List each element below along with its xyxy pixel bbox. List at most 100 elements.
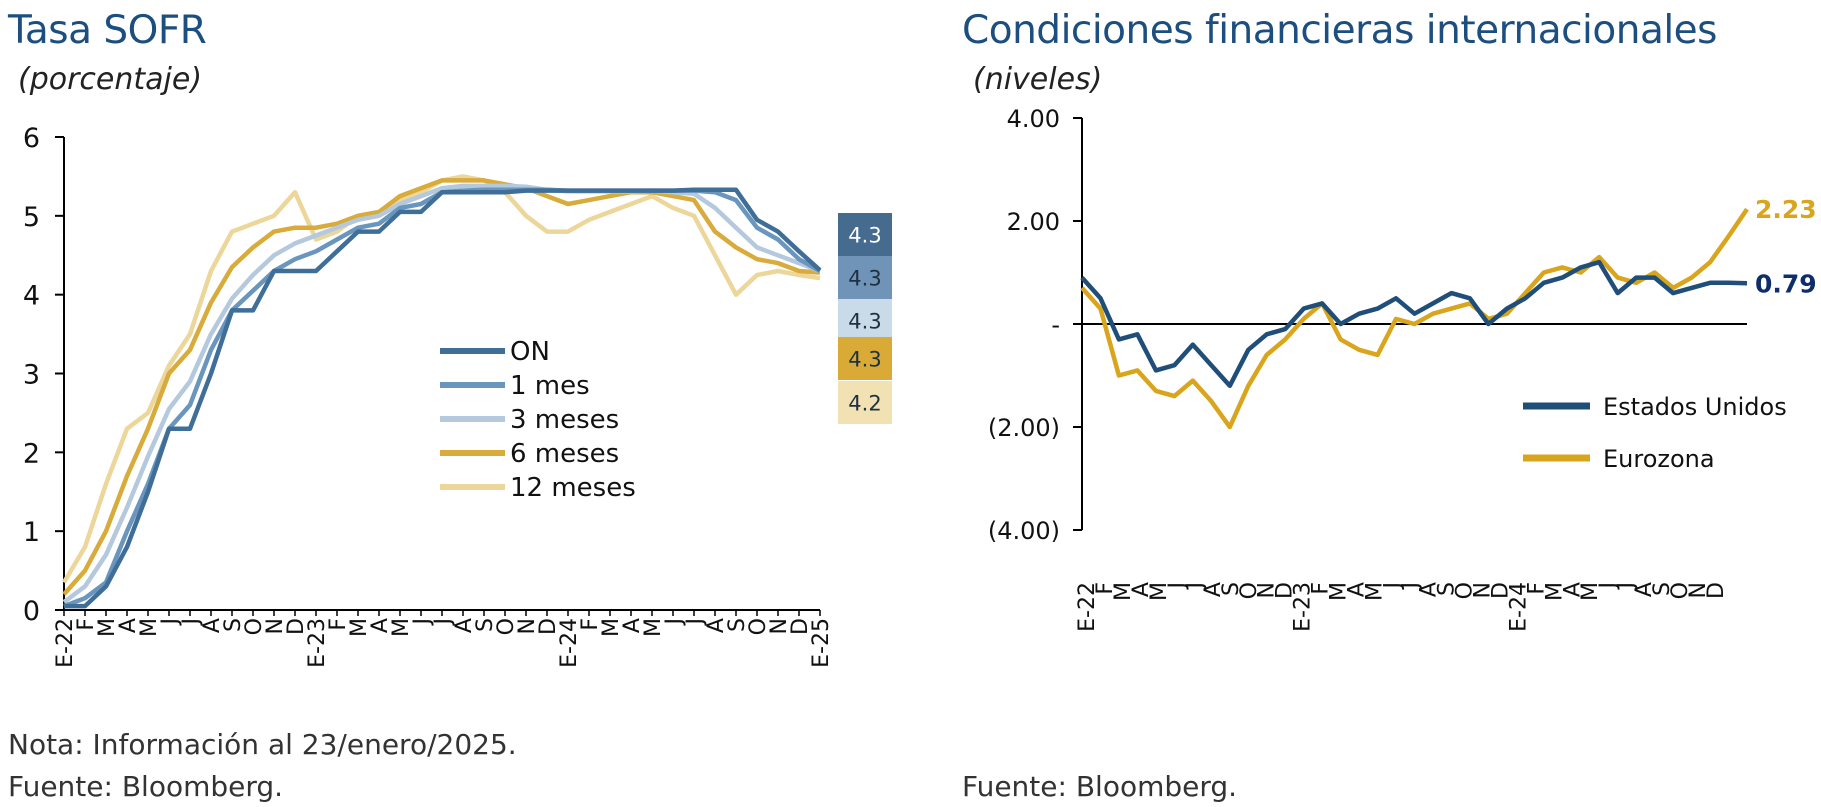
x-tick-label: F — [326, 618, 351, 631]
x-tick-label: M — [599, 618, 624, 637]
x-tick-label: S — [221, 618, 246, 632]
x-tick-label: M — [1327, 582, 1352, 601]
x-tick-label: M — [1147, 582, 1172, 601]
x-tick-label: A — [1129, 582, 1154, 597]
x-tick-label: F — [1093, 582, 1118, 595]
series-line-3-meses — [62, 183, 821, 604]
x-tick-label: J — [1381, 582, 1406, 591]
chart-title: Condiciones financieras internacionales — [962, 8, 1718, 53]
x-tick-label: F — [578, 618, 603, 631]
chart-title: Tasa SOFR — [8, 8, 207, 53]
legend-label: 1 mes — [510, 371, 590, 401]
x-tick-label: O — [1668, 582, 1693, 599]
x-tick-label: M — [347, 618, 372, 637]
x-tick-label: N — [515, 618, 540, 634]
x-tick-label: M — [1363, 582, 1388, 601]
x-tick-label: A — [368, 618, 393, 633]
end-label-box — [838, 381, 892, 424]
x-tick-label: E-23 — [1291, 582, 1316, 632]
series-line-ON — [64, 187, 822, 609]
y-tick-label: 4.00 — [1007, 105, 1060, 133]
x-tick-label: A — [1560, 582, 1585, 597]
end-label: 4.3 — [848, 348, 881, 372]
y-tick-label: 5 — [23, 202, 40, 233]
x-tick-label: S — [725, 618, 750, 632]
sofr-line-chart: 0123456E-22FMAMJJASONDE-23FMAMJJASONDE-2… — [23, 123, 892, 668]
y-tick-label: 2.00 — [1007, 208, 1060, 236]
x-tick-label: D — [1273, 582, 1298, 599]
y-tick-label: 3 — [23, 360, 40, 391]
x-tick-label: J — [683, 618, 708, 627]
legend-label: 3 meses — [510, 405, 619, 435]
x-tick-label: A — [620, 618, 645, 633]
x-tick-label: A — [200, 618, 225, 633]
chart-source: Fuente: Bloomberg. — [8, 770, 284, 803]
x-tick-label: M — [389, 618, 414, 637]
y-tick-label: 1 — [23, 517, 40, 548]
x-tick-label: D — [536, 618, 561, 635]
end-label: 4.3 — [848, 310, 881, 334]
x-tick-label: S — [1219, 582, 1244, 596]
end-label: 0.79 — [1755, 269, 1817, 298]
y-tick-label: 4 — [23, 281, 40, 312]
x-tick-label: N — [1686, 582, 1711, 598]
x-tick-label: S — [473, 618, 498, 632]
y-tick-label: - — [1051, 311, 1060, 339]
x-tick-label: J — [1596, 582, 1621, 591]
series-line-6-meses — [62, 178, 821, 596]
legend-label: ON — [510, 337, 550, 367]
financial-conditions-chart-panel: Condiciones financieras internacionales … — [955, 0, 1821, 807]
end-label: 4.2 — [848, 392, 881, 416]
chart-subtitle: (porcentaje) — [18, 62, 203, 97]
sofr-chart-panel: Tasa SOFR (porcentaje) 0 1 2 3 4 5 6 E-22 F M A M J J… — [0, 0, 910, 807]
x-tick-label: E-22 — [1075, 582, 1100, 632]
x-tick-label: M — [95, 618, 120, 637]
legend-label: 6 meses — [510, 439, 619, 469]
x-tick-label: D — [284, 618, 309, 635]
x-tick-label: M — [1542, 582, 1567, 601]
x-tick-label: N — [1255, 582, 1280, 598]
x-tick-label: J — [431, 618, 456, 627]
end-label-box — [838, 299, 892, 342]
x-tick-label: N — [1470, 582, 1495, 598]
x-tick-label: J — [1614, 582, 1639, 591]
x-tick-label: A — [452, 618, 477, 633]
x-tick-label: J — [179, 618, 204, 627]
legend-label: Eurozona — [1603, 445, 1715, 473]
x-tick-label: D — [1704, 582, 1729, 599]
end-label-box — [838, 256, 892, 299]
x-tick-label: E-24 — [557, 618, 582, 668]
x-tick-label: M — [137, 618, 162, 637]
x-tick-label: A — [116, 618, 141, 633]
x-tick-label: J — [158, 618, 183, 627]
x-tick-label: E-24 — [1506, 582, 1531, 632]
x-tick-label: O — [494, 618, 519, 635]
end-label-box — [838, 337, 892, 380]
x-tick-label: F — [1309, 582, 1334, 595]
x-tick-label: J — [410, 618, 435, 627]
x-tick-label: A — [1632, 582, 1657, 597]
x-tick-label: M — [1111, 582, 1136, 601]
y-tick-label: (2.00) — [988, 414, 1060, 442]
x-tick-label: F — [74, 618, 99, 631]
legend-label: Estados Unidos — [1603, 393, 1787, 421]
x-tick-label: D — [788, 618, 813, 635]
end-label-box — [838, 213, 892, 256]
x-tick-label: A — [1416, 582, 1441, 597]
end-label: 4.3 — [848, 224, 881, 248]
x-tick-label: E-25 — [809, 618, 834, 668]
series-line-Estados-Unidos — [1080, 259, 1748, 389]
y-tick-label: 6 — [23, 123, 40, 154]
x-tick-label: A — [704, 618, 729, 633]
y-tick-label: 0 — [23, 596, 40, 627]
y-tick-label: (4.00) — [988, 517, 1060, 545]
x-tick-label: S — [1434, 582, 1459, 596]
x-tick-label: F — [1524, 582, 1549, 595]
x-tick-label: A — [1345, 582, 1370, 597]
x-tick-label: O — [1452, 582, 1477, 599]
financial-conditions-line-chart: (4.00)(2.00)-2.004.00E-22FMAMJJASONDE-23… — [988, 105, 1817, 632]
x-tick-label: S — [1650, 582, 1675, 596]
x-tick-label: M — [1578, 582, 1603, 601]
x-tick-label: O — [242, 618, 267, 635]
x-tick-label: N — [263, 618, 288, 634]
